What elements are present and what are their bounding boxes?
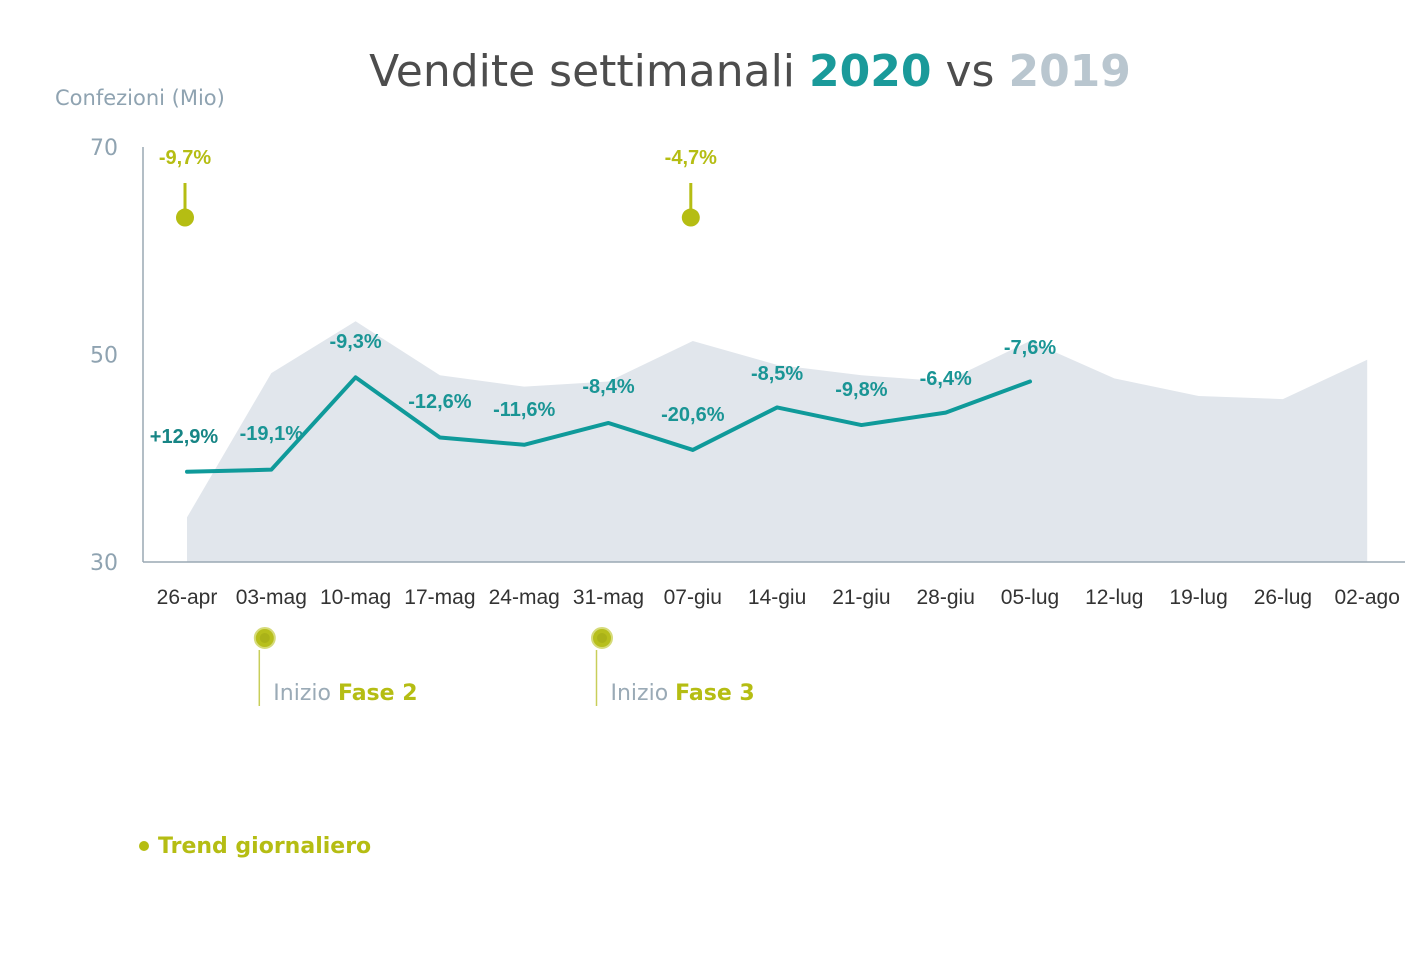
chart-title: Vendite settimanali 2020 vs 2019	[369, 46, 1131, 97]
data-label: -7,6%	[1004, 337, 1056, 359]
title-2020: 2020	[809, 46, 931, 97]
data-label: -19,1%	[240, 423, 304, 445]
data-label: -12,6%	[408, 391, 472, 413]
phase-name: Fase 3	[675, 681, 755, 706]
title-vs: vs	[945, 46, 994, 97]
phase-dot-core	[597, 633, 607, 643]
data-label: -9,8%	[835, 379, 887, 401]
x-tick-label: 26-apr	[157, 586, 218, 609]
series-2020-line-layer	[185, 375, 1032, 474]
phase-label: Inizio Fase 2	[273, 681, 417, 706]
x-tick-label: 19-lug	[1169, 586, 1227, 609]
phase-prefix: Inizio	[611, 681, 676, 706]
data-label: +12,9%	[150, 426, 219, 448]
annotation-pin: -9,7%	[159, 147, 211, 227]
data-labels: +12,9% -19,1% -9,3% -12,6% -11,6% -8,4% -20,6%…	[150, 331, 1057, 448]
annotation-pin: -4,7%	[665, 147, 717, 227]
y-tick-label: 50	[90, 344, 118, 369]
phase-prefix: Inizio	[273, 681, 338, 706]
x-tick-label: 17-mag	[404, 586, 475, 609]
y-tick-label: 70	[90, 136, 118, 161]
y-axis-label: Confezioni (Mio)	[55, 86, 225, 110]
data-label: -6,4%	[920, 368, 972, 390]
phase-name: Fase 2	[338, 681, 418, 706]
annotation-dot-icon	[681, 208, 700, 227]
annotation-label: -9,7%	[159, 147, 211, 169]
x-tick-label: 26-lug	[1254, 586, 1312, 609]
x-tick-label: 31-mag	[573, 586, 644, 609]
series-2020-line	[185, 375, 1032, 474]
data-label: -11,6%	[493, 399, 555, 421]
axes: 30 50 70 26-apr 03-mag 10-mag 17-mag 24-mag 31-m…	[90, 136, 1405, 609]
data-label: -8,4%	[582, 376, 634, 398]
annotation-dot-icon	[176, 208, 194, 227]
phase-label: Inizio Fase 3	[611, 681, 755, 706]
y-tick-label: 30	[90, 551, 118, 576]
annotations: -9,7% -4,7%	[159, 147, 717, 227]
x-tick-label: 28-giu	[917, 586, 975, 609]
annotation-label: -4,7%	[665, 147, 717, 169]
phase-marker: Inizio Fase 3	[591, 627, 755, 706]
legend-dot-icon	[139, 841, 149, 851]
title-prefix: Vendite settimanali	[369, 46, 795, 97]
data-label: -9,3%	[329, 331, 381, 353]
series-2019-area-layer	[187, 321, 1368, 562]
x-tick-label: 14-giu	[748, 586, 806, 609]
x-tick-label: 02-ago	[1335, 586, 1400, 609]
phase-dot-core	[259, 633, 270, 643]
phase-markers: Inizio Fase 2 Inizio Fase 3	[253, 627, 755, 706]
x-tick-label: 03-mag	[236, 586, 307, 609]
series-2019-area	[187, 321, 1368, 562]
x-tick-label: 21-giu	[832, 586, 890, 609]
title-2019: 2019	[1008, 46, 1130, 97]
phase-marker: Inizio Fase 2	[253, 627, 418, 706]
x-tick-label: 05-lug	[1001, 586, 1059, 609]
x-tick-label: 07-giu	[664, 586, 722, 609]
x-tick-label: 12-lug	[1085, 586, 1143, 609]
legend-label: Trend giornaliero	[158, 834, 371, 859]
x-tick-label: 24-mag	[489, 586, 560, 609]
x-tick-label: 10-mag	[320, 586, 391, 609]
data-label: -8,5%	[751, 363, 803, 385]
data-label: -20,6%	[661, 404, 725, 426]
